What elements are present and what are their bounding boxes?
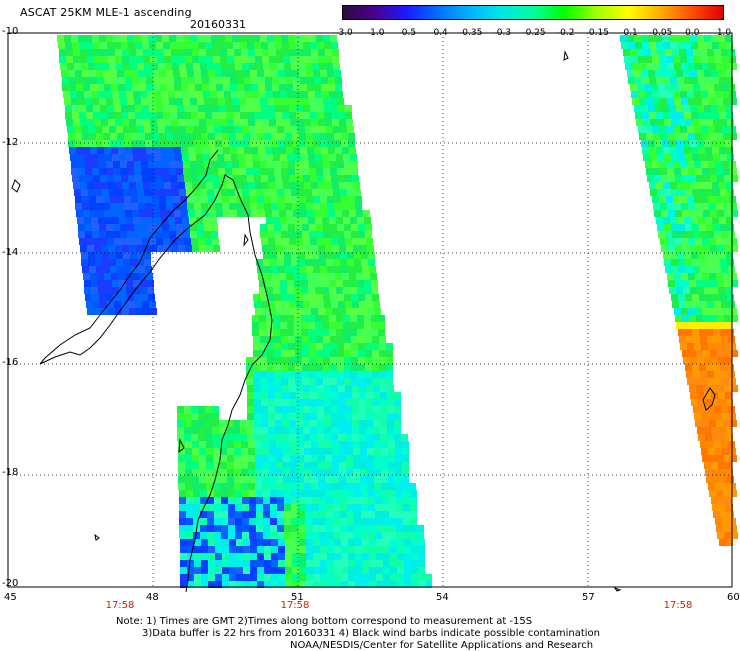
offshore-islet: [563, 50, 569, 61]
wind-swath-layer: [57, 35, 738, 588]
note-line-2: 3)Data buffer is 22 hrs from 20160331 4)…: [142, 628, 600, 639]
lon-label-60: 60: [727, 592, 740, 603]
lat-label-16: -16: [2, 357, 19, 368]
lat-label-10: -10: [2, 26, 19, 37]
reunion-island: [702, 387, 716, 411]
lat-label-20: -20: [2, 578, 19, 589]
coastline-layer: [11, 50, 716, 593]
lat-label-14: -14: [2, 247, 19, 258]
pass-time-1: 17:58: [105, 600, 135, 611]
note-line-3: NOAA/NESDIS/Center for Satellite Applica…: [290, 640, 594, 651]
madagascar-west-coast: [39, 149, 273, 593]
product-title: ASCAT 25KM MLE-1 ascending: [20, 6, 192, 19]
note-line-1: Note: 1) Times are GMT 2)Times along bot…: [116, 616, 533, 627]
lat-label-18: -18: [2, 467, 19, 478]
comoros-islands: [11, 179, 249, 454]
lon-label-51: 51: [291, 592, 304, 603]
lon-label-45: 45: [4, 592, 17, 603]
lon-label-54: 54: [436, 592, 449, 603]
pass-time-3: 17:58: [663, 600, 693, 611]
color-scale-bar: [342, 5, 724, 20]
lon-label-57: 57: [582, 592, 595, 603]
lat-lon-grid: [8, 33, 732, 587]
pass-time-2: 17:58: [280, 600, 310, 611]
product-date: 20160331: [190, 18, 246, 31]
lon-label-48: 48: [146, 592, 159, 603]
lat-label-12: -12: [2, 137, 19, 148]
south-islet: [94, 533, 622, 592]
